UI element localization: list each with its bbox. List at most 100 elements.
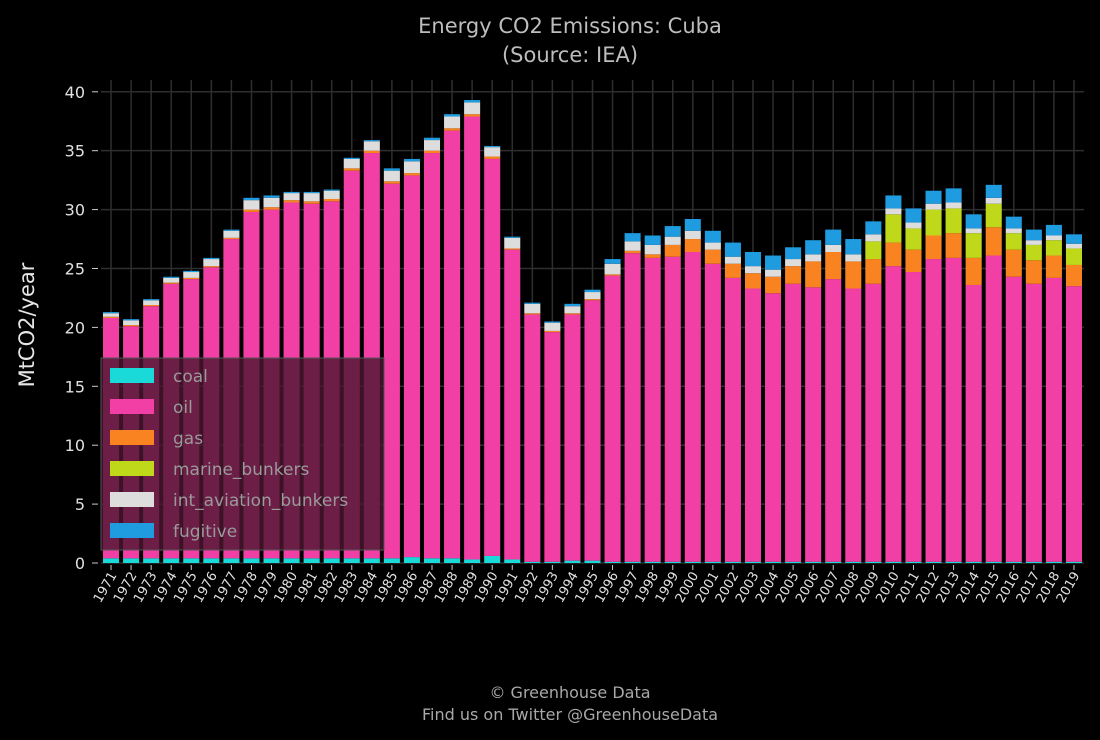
bar-segment-oil — [624, 253, 641, 562]
bar-segment-gas — [243, 209, 260, 212]
bar-segment-gas — [805, 261, 822, 288]
bar-segment-int_aviation_bunkers — [163, 277, 180, 283]
legend-swatch-fugitive — [110, 523, 154, 538]
bar-segment-gas — [644, 254, 661, 258]
bar-segment-oil — [504, 249, 521, 560]
bar-segment-gas — [845, 261, 862, 289]
bar-segment-coal — [564, 560, 581, 563]
bar-segment-gas — [825, 251, 842, 280]
bar-segment-coal — [223, 558, 240, 563]
bar-segment-fugitive — [544, 321, 561, 323]
bar-segment-coal — [423, 558, 441, 563]
bar-segment-oil — [1045, 277, 1062, 562]
bar-segment-fugitive — [363, 140, 380, 142]
bar-segment-marine_bunkers — [865, 241, 882, 260]
bar-segment-oil — [1025, 283, 1042, 562]
bar-segment-oil — [985, 255, 1002, 562]
bar-segment-fugitive — [1045, 224, 1062, 236]
bar-segment-gas — [343, 168, 360, 171]
bar-segment-marine_bunkers — [925, 209, 942, 236]
bar-segment-coal — [243, 558, 260, 563]
bar-segment-int_aviation_bunkers — [243, 200, 260, 210]
bar-segment-gas — [203, 266, 220, 268]
bar-segment-coal — [965, 561, 982, 563]
bar-segment-coal — [624, 561, 641, 563]
bar-segment-coal — [785, 561, 802, 563]
bar-segment-gas — [163, 282, 180, 284]
y-tick-label: 5 — [75, 495, 85, 514]
bar-segment-fugitive — [765, 255, 782, 270]
bar-segment-gas — [684, 239, 701, 252]
bar-segment-fugitive — [323, 189, 340, 191]
legend-swatch-int_aviation_bunkers — [110, 492, 154, 507]
bar-segment-coal — [684, 561, 701, 563]
bar-segment-int_aviation_bunkers — [123, 320, 140, 326]
bar-segment-int_aviation_bunkers — [223, 230, 240, 238]
y-tick-label: 35 — [65, 142, 85, 161]
bar-segment-coal — [604, 561, 621, 563]
bar-segment-fugitive — [163, 276, 180, 278]
bar-segment-coal — [464, 559, 481, 563]
bar-segment-coal — [263, 558, 280, 563]
bar-segment-gas — [303, 201, 320, 204]
bar-segment-oil — [1005, 276, 1022, 562]
bar-segment-gas — [403, 173, 420, 176]
bar-segment-oil — [744, 288, 762, 562]
bar-segment-int_aviation_bunkers — [965, 228, 982, 234]
bar-segment-fugitive — [584, 289, 601, 293]
bar-segment-oil — [885, 266, 902, 562]
bar-segment-gas — [143, 305, 160, 307]
bar-segment-int_aviation_bunkers — [283, 193, 300, 201]
bar-segment-int_aviation_bunkers — [504, 237, 521, 249]
bar-segment-marine_bunkers — [985, 203, 1002, 228]
bar-segment-int_aviation_bunkers — [143, 300, 160, 306]
bar-segment-int_aviation_bunkers — [624, 241, 641, 251]
bar-segment-coal — [323, 558, 340, 563]
bar-segment-fugitive — [243, 197, 260, 201]
bar-segment-gas — [103, 316, 120, 318]
y-tick-label: 15 — [65, 377, 85, 396]
y-tick-label: 40 — [65, 83, 85, 102]
bar-segment-gas — [724, 263, 741, 278]
bar-segment-coal — [383, 558, 400, 563]
bar-segment-fugitive — [825, 229, 842, 245]
legend-label-coal: coal — [173, 367, 208, 387]
bar-segment-coal — [1065, 561, 1082, 563]
bar-segment-fugitive — [283, 191, 300, 194]
legend: coal oil gas marine_bunkers int_aviation_bun… — [100, 357, 385, 551]
bar-segment-oil — [403, 175, 420, 558]
bar-segment-coal — [885, 561, 902, 563]
bar-segment-int_aviation_bunkers — [1065, 243, 1082, 249]
bar-segment-fugitive — [524, 302, 541, 304]
bar-segment-marine_bunkers — [1005, 233, 1022, 250]
bar-segment-gas — [905, 249, 922, 273]
bar-segment-int_aviation_bunkers — [825, 244, 842, 252]
bar-segment-coal — [644, 561, 661, 563]
bar-segment-int_aviation_bunkers — [584, 292, 601, 300]
bar-segment-int_aviation_bunkers — [724, 256, 741, 264]
bar-segment-oil — [905, 272, 922, 562]
y-axis-label: MtCO2/year — [15, 262, 39, 387]
bar-segment-fugitive — [1065, 234, 1082, 244]
bar-segment-marine_bunkers — [965, 233, 982, 258]
bar-segment-gas — [584, 299, 601, 301]
bar-segment-int_aviation_bunkers — [945, 202, 962, 209]
bar-segment-fugitive — [383, 168, 400, 171]
bar-segment-int_aviation_bunkers — [744, 266, 762, 274]
footer-copyright: © Greenhouse Data — [489, 683, 650, 702]
bar-segment-coal — [544, 561, 561, 563]
bar-segment-gas — [223, 237, 240, 240]
bar-segment-fugitive — [504, 236, 521, 238]
bar-segment-fugitive — [865, 221, 882, 235]
bar-segment-fugitive — [684, 219, 701, 231]
legend-box — [100, 357, 385, 551]
bar-segment-gas — [664, 244, 681, 257]
bar-segment-int_aviation_bunkers — [985, 197, 1002, 204]
bar-segment-fugitive — [644, 235, 661, 245]
bar-segment-oil — [484, 158, 501, 556]
bar-segment-int_aviation_bunkers — [785, 259, 802, 267]
bar-segment-int_aviation_bunkers — [183, 272, 200, 278]
bar-segment-fugitive — [965, 214, 982, 229]
bar-segment-fugitive — [444, 114, 461, 117]
